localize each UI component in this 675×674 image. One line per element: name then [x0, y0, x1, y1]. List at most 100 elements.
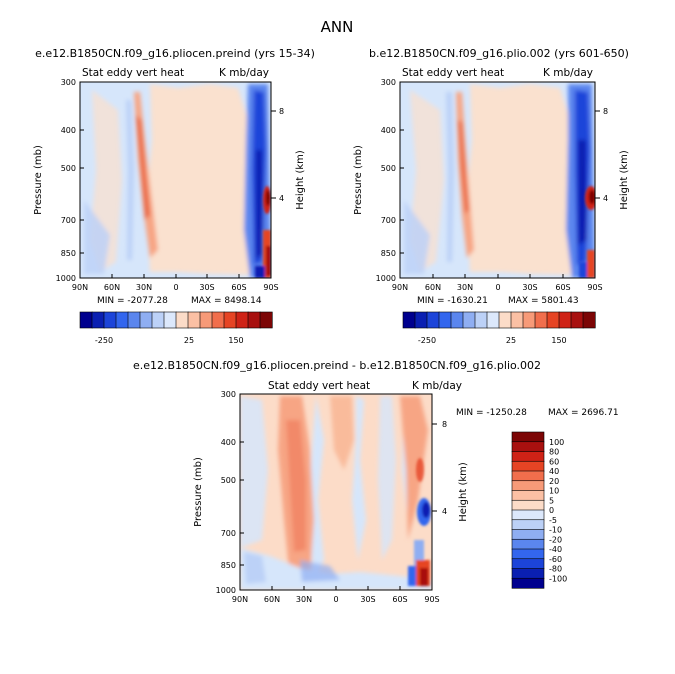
- panel-3-colorbar-label: 100: [549, 438, 564, 447]
- panel-2-ytick: 400: [381, 126, 396, 135]
- panel-2-colorbar-label: 25: [506, 336, 516, 345]
- panel-3-min: MIN = -1250.28: [456, 408, 527, 418]
- panel-3-ylabel: Pressure (mb): [193, 457, 204, 527]
- colorbar-swatch: [570, 311, 584, 329]
- panel-1-ytick-right: 8: [279, 107, 284, 116]
- colorbar-swatch: [511, 509, 545, 521]
- panel-2: b.e12.B1850CN.f09_g16.plio.002 (yrs 601-…: [353, 47, 630, 345]
- panel-1-ytick: 400: [61, 126, 76, 135]
- panel-1-xtick: 30N: [136, 283, 152, 292]
- panel-2-ytick: 300: [381, 78, 396, 87]
- panel-1-ytick-right: 4: [279, 194, 284, 203]
- panel-2-ytick-right: 4: [603, 194, 608, 203]
- panel-3-y-right-axis: 8 4 Height (km): [432, 420, 469, 522]
- panel-2-y-axis: 300 400 500 700 850 1000 Pressure (mb): [353, 78, 404, 283]
- panel-1: e.e12.B1850CN.f09_g16.pliocen.preind (yr…: [33, 47, 315, 345]
- colorbar-swatch: [259, 311, 273, 329]
- colorbar-swatch: [402, 311, 416, 329]
- panel-2-xtick: 90N: [392, 283, 408, 292]
- panel-2-colorbar: [402, 311, 596, 329]
- panel-2-field: [400, 82, 595, 278]
- panel-3-xtick: 60N: [264, 595, 280, 604]
- colorbar-swatch: [510, 311, 524, 329]
- colorbar-swatch: [511, 558, 545, 570]
- panel-3-ytick: 300: [221, 390, 236, 399]
- panel-1-inner-left: Stat eddy vert heat: [82, 67, 184, 79]
- panel-2-ytick-right: 8: [603, 107, 608, 116]
- colorbar-swatch: [139, 311, 153, 329]
- colorbar-swatch: [511, 480, 545, 492]
- panel-1-y-right-axis: 8 4 Height (km): [271, 107, 306, 210]
- panel-1-colorbar-label: 25: [184, 336, 194, 345]
- colorbar-swatch: [414, 311, 428, 329]
- panel-3-colorbar-label: -5: [549, 516, 557, 525]
- panel-1-ytick: 700: [61, 216, 76, 225]
- panel-1-colorbar-label: -250: [95, 336, 113, 345]
- panel-3-xtick: 30S: [360, 595, 375, 604]
- panel-3-inner-right: K mb/day: [412, 380, 462, 392]
- colorbar-swatch: [511, 451, 545, 462]
- colorbar-swatch: [511, 538, 545, 550]
- panel-3-colorbar-label: 80: [549, 448, 559, 457]
- colorbar-swatch: [511, 577, 545, 589]
- panel-2-ytick: 1000: [376, 274, 396, 283]
- panel-1-x-axis: 90N 60N 30N 0 30S 60S 90S: [72, 274, 279, 292]
- panel-3-colorbar-label: 10: [549, 487, 559, 496]
- colorbar-swatch: [115, 311, 129, 329]
- panel-2-colorbar-label: -250: [418, 336, 436, 345]
- colorbar-swatch: [175, 311, 189, 329]
- colorbar-swatch: [127, 311, 141, 329]
- panel-3-colorbar-label: -40: [549, 545, 562, 554]
- panel-3-colorbar-label: -60: [549, 555, 562, 564]
- colorbar-swatch: [511, 519, 545, 531]
- colorbar-swatch: [199, 311, 213, 329]
- panel-3-colorbar-label: 40: [549, 467, 559, 476]
- panel-2-ylabel: Pressure (mb): [353, 145, 364, 215]
- panel-1-colorbar: [79, 311, 273, 329]
- panel-3-ytick: 400: [221, 438, 236, 447]
- panel-3: e.e12.B1850CN.f09_g16.pliocen.preind - b…: [133, 359, 619, 604]
- colorbar-swatch: [511, 490, 545, 501]
- colorbar-swatch: [438, 311, 452, 329]
- panel-1-title: e.e12.B1850CN.f09_g16.pliocen.preind (yr…: [35, 47, 315, 60]
- panel-3-xtick: 30N: [296, 595, 312, 604]
- panel-2-xtick: 30S: [522, 283, 537, 292]
- panel-2-ylabel-right: Height (km): [619, 150, 630, 210]
- panel-3-xtick: 0: [333, 595, 338, 604]
- panel-3-ytick: 700: [221, 529, 236, 538]
- panel-3-colorbar-label: -80: [549, 565, 562, 574]
- colorbar-swatch: [546, 311, 560, 329]
- panel-3-ytick: 500: [221, 476, 236, 485]
- panel-2-title: b.e12.B1850CN.f09_g16.plio.002 (yrs 601-…: [369, 47, 629, 60]
- colorbar-swatch: [498, 311, 512, 329]
- panel-3-x-axis: 90N 60N 30N 0 30S 60S 90S: [232, 586, 440, 604]
- panel-1-xtick: 90N: [72, 283, 88, 292]
- panel-2-x-axis: 90N 60N 30N 0 30S 60S 90S: [392, 274, 603, 292]
- colorbar-swatch: [450, 311, 464, 329]
- panel-1-inner-right: K mb/day: [219, 67, 269, 79]
- colorbar-swatch: [511, 460, 545, 472]
- panel-1-ylabel: Pressure (mb): [33, 145, 44, 215]
- panel-3-colorbar-label: 20: [549, 477, 559, 486]
- panel-1-ytick: 850: [61, 249, 76, 258]
- colorbar-swatch: [486, 311, 500, 329]
- colorbar-swatch: [511, 548, 545, 560]
- panel-3-ytick-right: 4: [442, 507, 447, 516]
- panel-1-xtick: 90S: [263, 283, 278, 292]
- panel-1-xtick: 60N: [104, 283, 120, 292]
- panel-2-ytick: 700: [381, 216, 396, 225]
- panel-2-xtick: 30N: [457, 283, 473, 292]
- colorbar-swatch: [522, 311, 536, 329]
- panel-3-colorbar: [511, 431, 545, 589]
- panel-2-ytick: 850: [381, 249, 396, 258]
- panel-2-inner-right: K mb/day: [543, 67, 593, 79]
- figure-title: ANN: [321, 18, 354, 36]
- panel-2-colorbar-label: 150: [551, 336, 566, 345]
- panel-2-max: MAX = 5801.43: [508, 296, 579, 306]
- panel-1-colorbar-label: 150: [228, 336, 243, 345]
- colorbar-swatch: [426, 311, 440, 329]
- panel-3-colorbar-label: -20: [549, 535, 562, 544]
- panel-1-ylabel-right: Height (km): [295, 150, 306, 210]
